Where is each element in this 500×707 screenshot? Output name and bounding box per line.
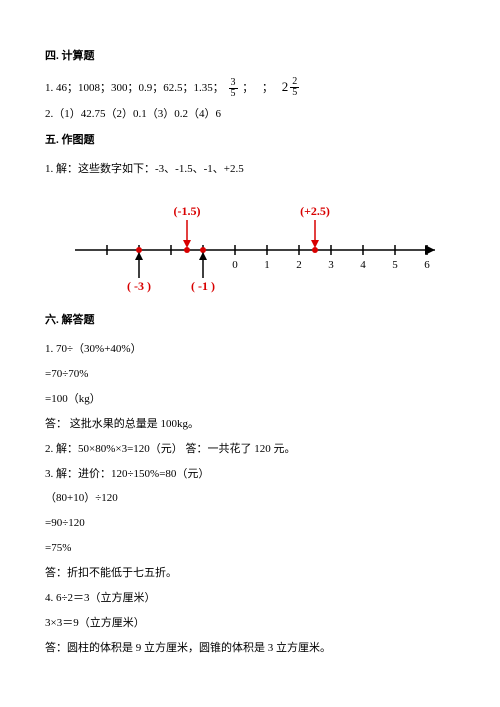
- svg-text:(-1.5): (-1.5): [174, 204, 201, 218]
- section-answer-title: 六. 解答题: [45, 310, 455, 331]
- calc-line-1: 1. 46；1008；300；0.9；62.5；1.35； 3 5 ； ； 2 …: [45, 75, 455, 100]
- svg-text:2: 2: [296, 259, 302, 271]
- number-line-diagram: 0 1 2 3 4 5 6 (-1.5) (+2.5) ( -3 ) ( -1 ): [55, 190, 445, 300]
- svg-text:0: 0: [232, 259, 238, 271]
- svg-text:( -3 ): ( -3 ): [127, 279, 151, 293]
- ans-l13: 答：圆柱的体积是 9 立方厘米，圆锥的体积是 3 立方厘米。: [45, 638, 455, 659]
- mixed-frac: 2 5: [290, 77, 299, 98]
- svg-text:1: 1: [264, 259, 270, 271]
- svg-text:5: 5: [392, 259, 398, 271]
- mixed-den: 5: [290, 88, 299, 98]
- ans-l3: =100（kg）: [45, 389, 455, 410]
- ans-l9: =75%: [45, 538, 455, 559]
- ans-l7: （80+10）÷120: [45, 488, 455, 509]
- ans-l4: 答： 这批水果的总量是 100kg。: [45, 414, 455, 435]
- ans-l2: =70÷70%: [45, 364, 455, 385]
- ans-l8: =90÷120: [45, 513, 455, 534]
- ans-l1: 1. 70÷（30%+40%）: [45, 339, 455, 360]
- svg-text:( -1 ): ( -1 ): [191, 279, 215, 293]
- calc-colon: ；: [262, 82, 273, 94]
- mixed-fraction: 2 2 5: [282, 75, 302, 100]
- draw-line-1: 1. 解：这些数字如下：-3、-1.5、-1、+2.5: [45, 159, 455, 180]
- calc-line-1-prefix: 1. 46；1008；300；0.9；62.5；1.35；: [45, 82, 224, 94]
- ans-l10: 答：折扣不能低于七五折。: [45, 563, 455, 584]
- svg-text:6: 6: [424, 259, 430, 271]
- svg-text:3: 3: [328, 259, 334, 271]
- ans-l12: 3×3＝9（立方厘米）: [45, 613, 455, 634]
- calc-sep: ；: [242, 82, 253, 94]
- ans-l11: 4. 6÷2＝3（立方厘米）: [45, 588, 455, 609]
- svg-text:4: 4: [360, 259, 366, 271]
- frac-den: 5: [229, 89, 238, 99]
- section-calc-title: 四. 计算题: [45, 46, 455, 67]
- section-draw-title: 五. 作图题: [45, 130, 455, 151]
- calc-line-2: 2.（1）42.75（2）0.1（3）0.2（4）6: [45, 104, 455, 125]
- mixed-whole: 2: [282, 75, 289, 100]
- ans-l6: 3. 解：进价：120÷150%=80（元）: [45, 464, 455, 485]
- ans-l5: 2. 解：50×80%×3=120（元） 答：一共花了 120 元。: [45, 439, 455, 460]
- fraction-3-5: 3 5: [229, 78, 238, 99]
- svg-text:(+2.5): (+2.5): [300, 204, 330, 218]
